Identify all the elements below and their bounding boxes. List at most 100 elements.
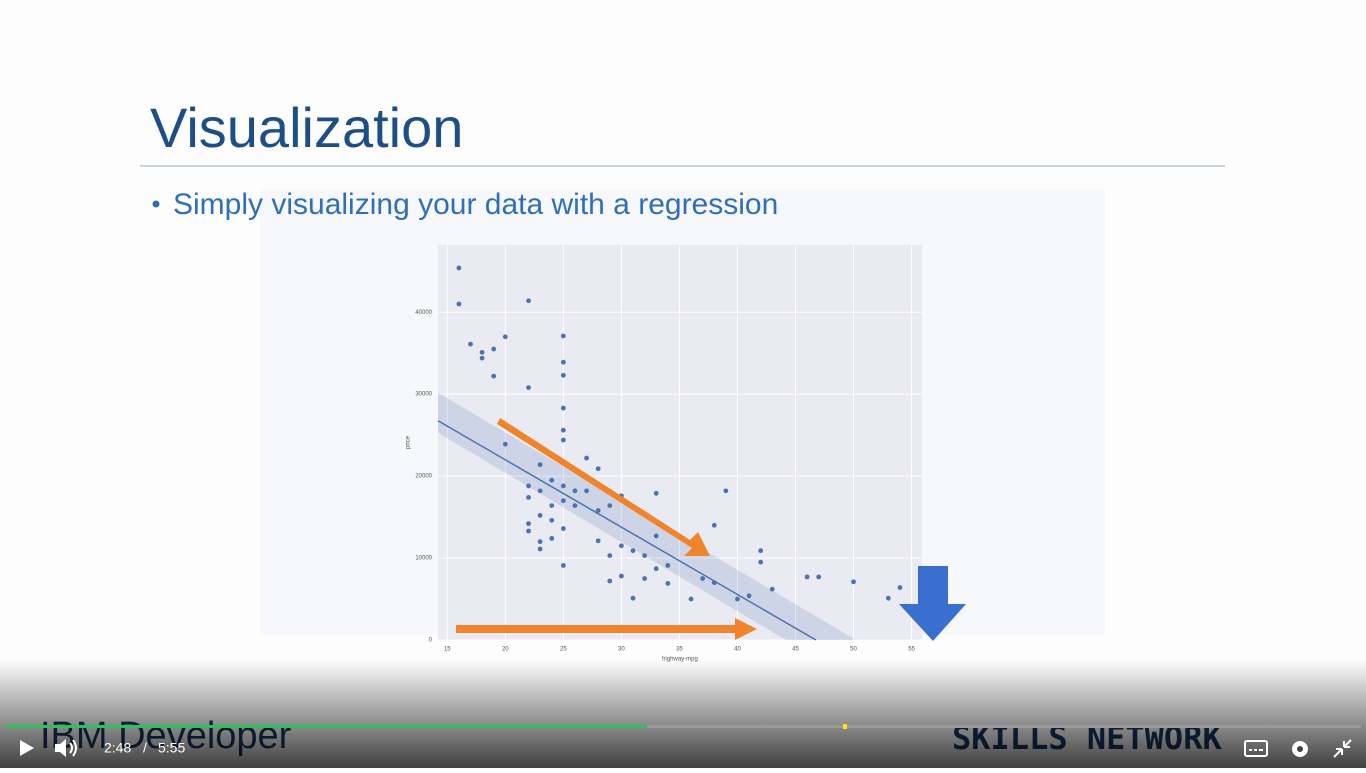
data-point [618, 543, 624, 549]
data-point [560, 359, 566, 365]
data-point [607, 503, 613, 509]
data-point [711, 522, 717, 528]
data-point [560, 427, 566, 433]
y-tick-label: 20000 [415, 474, 432, 480]
plot-area [438, 245, 922, 640]
data-point [560, 526, 566, 531]
data-point [653, 533, 659, 539]
data-point [885, 595, 891, 601]
data-point [479, 349, 485, 355]
progress-track [5, 725, 1361, 728]
data-point [491, 346, 497, 352]
data-point [560, 498, 566, 504]
exit-fullscreen-button[interactable] [1333, 739, 1352, 758]
data-point [491, 373, 497, 379]
data-point [595, 508, 601, 513]
data-point [537, 546, 543, 552]
data-point [816, 574, 822, 580]
data-point [851, 579, 856, 585]
slide-title: Visualization [150, 96, 463, 159]
data-point [642, 576, 647, 581]
data-point [560, 437, 566, 443]
y-tick-label: 40000 [415, 310, 432, 316]
data-point [758, 548, 764, 554]
data-point [723, 488, 729, 494]
x-axis-label: highway-mpg [662, 657, 698, 663]
data-point [526, 521, 531, 527]
x-tick-label: 25 [560, 647, 567, 653]
data-point [735, 596, 740, 602]
progress-marker [843, 724, 847, 729]
data-point [502, 334, 508, 340]
progress-played[interactable] [5, 725, 647, 728]
data-point [526, 298, 531, 304]
data-point [700, 576, 706, 581]
data-point [607, 578, 613, 584]
y-tick-label: 30000 [415, 392, 432, 398]
settings-button[interactable] [1292, 741, 1308, 757]
data-point [804, 574, 810, 580]
x-tick-label: 30 [618, 647, 625, 653]
current-time: 2:48 [104, 740, 131, 756]
data-point [595, 466, 601, 472]
data-point [746, 593, 752, 599]
data-point [642, 553, 647, 558]
x-tick-label: 45 [792, 647, 799, 653]
data-point [618, 573, 624, 579]
play-button[interactable] [20, 740, 34, 756]
data-point [560, 372, 566, 378]
data-point [630, 548, 636, 554]
slide-bullet: Simply visualizing your data with a regr… [173, 188, 778, 221]
data-point [549, 503, 555, 509]
x-tick-label: 40 [734, 647, 741, 653]
data-point [758, 559, 764, 565]
duration: 5:55 [158, 740, 185, 756]
data-point [456, 265, 462, 271]
data-point [630, 595, 636, 601]
y-tick-label: 10000 [415, 556, 432, 562]
data-point [584, 488, 589, 494]
data-point [572, 503, 578, 509]
orange-arrow [497, 418, 710, 556]
data-point [688, 596, 694, 602]
controls-shade [0, 660, 1366, 768]
x-tick-label: 50 [850, 647, 857, 653]
data-point [653, 490, 659, 496]
data-point [549, 517, 555, 523]
x-tick-label: 20 [502, 647, 509, 653]
data-point [769, 586, 775, 592]
data-point [665, 581, 671, 586]
x-tick-label: 55 [908, 647, 915, 653]
data-point [560, 333, 566, 339]
data-point [607, 553, 613, 558]
data-point [549, 477, 555, 483]
time-separator: / [143, 740, 147, 756]
regression-line [437, 420, 817, 641]
data-point [665, 563, 671, 568]
data-point [526, 483, 531, 489]
data-point [537, 488, 543, 494]
data-point [537, 539, 543, 545]
data-point [479, 355, 485, 361]
data-point [897, 585, 903, 590]
blue-arrow [899, 566, 966, 641]
data-point [595, 538, 601, 544]
data-point [526, 528, 531, 534]
y-tick-label: 0 [429, 638, 433, 644]
data-point [502, 441, 508, 447]
data-point [456, 301, 462, 307]
data-point [526, 495, 531, 500]
captions-button[interactable] [1244, 740, 1268, 757]
data-point [537, 462, 543, 468]
x-tick-label: 35 [676, 647, 683, 653]
data-point [537, 513, 543, 518]
volume-button[interactable] [55, 739, 77, 757]
data-point [560, 483, 566, 489]
data-point [560, 563, 566, 568]
data-point [526, 385, 531, 390]
data-point [468, 341, 473, 347]
orange-arrow [456, 618, 757, 640]
y-axis-label: price [406, 435, 412, 449]
